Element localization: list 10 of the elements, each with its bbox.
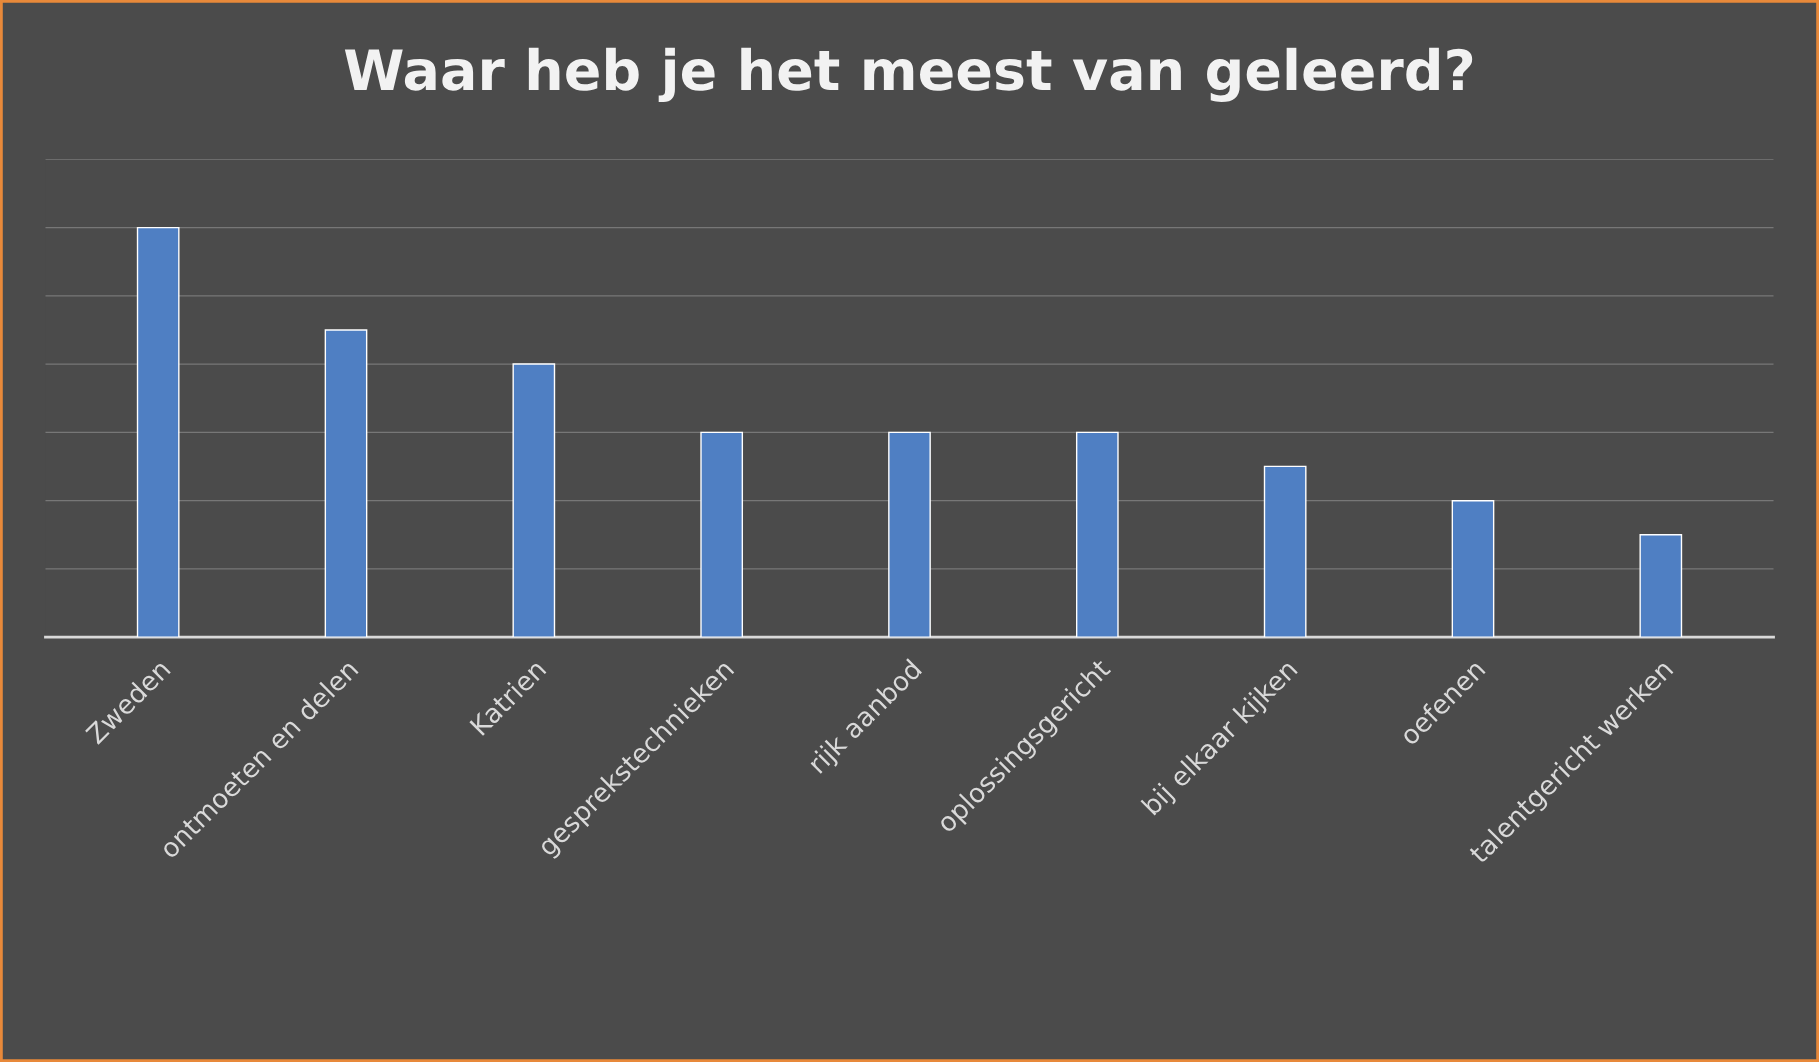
bar [700,431,744,638]
bar [136,226,180,638]
bar [1263,465,1307,638]
bar [1075,431,1119,638]
bar [324,329,368,638]
bar [888,431,931,638]
chart-title: Waar heb je het meest van geleerd? [344,47,1473,102]
bar [1451,500,1495,638]
bar [1639,534,1683,638]
bar [512,363,556,638]
